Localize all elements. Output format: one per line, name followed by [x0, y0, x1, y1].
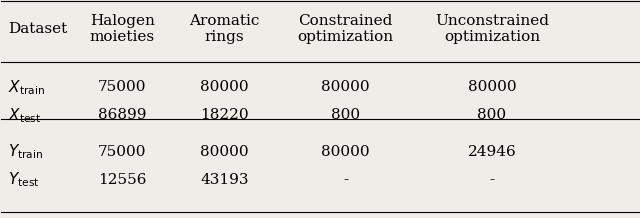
Text: -: - [490, 173, 495, 187]
Text: 80000: 80000 [200, 80, 249, 94]
Text: $X_{\mathrm{test}}$: $X_{\mathrm{test}}$ [8, 106, 41, 125]
Text: 43193: 43193 [200, 173, 249, 187]
Text: Dataset: Dataset [8, 22, 67, 36]
Text: 80000: 80000 [468, 80, 516, 94]
Text: 800: 800 [477, 109, 507, 123]
Text: $Y_{\mathrm{train}}$: $Y_{\mathrm{train}}$ [8, 143, 43, 161]
Text: 75000: 75000 [98, 80, 147, 94]
Text: 80000: 80000 [200, 145, 249, 159]
Text: 24946: 24946 [468, 145, 516, 159]
Text: 80000: 80000 [321, 80, 370, 94]
Text: Constrained
optimization: Constrained optimization [298, 14, 394, 44]
Text: $X_{\mathrm{train}}$: $X_{\mathrm{train}}$ [8, 78, 45, 97]
Text: Unconstrained
optimization: Unconstrained optimization [435, 14, 549, 44]
Text: -: - [343, 173, 348, 187]
Text: 12556: 12556 [98, 173, 147, 187]
Text: 800: 800 [331, 109, 360, 123]
Text: Halogen
moieties: Halogen moieties [90, 14, 155, 44]
Text: 80000: 80000 [321, 145, 370, 159]
Text: 86899: 86899 [98, 109, 147, 123]
Text: $Y_{\mathrm{test}}$: $Y_{\mathrm{test}}$ [8, 171, 39, 189]
Text: Aromatic
rings: Aromatic rings [189, 14, 260, 44]
Text: 18220: 18220 [200, 109, 249, 123]
Text: 75000: 75000 [98, 145, 147, 159]
